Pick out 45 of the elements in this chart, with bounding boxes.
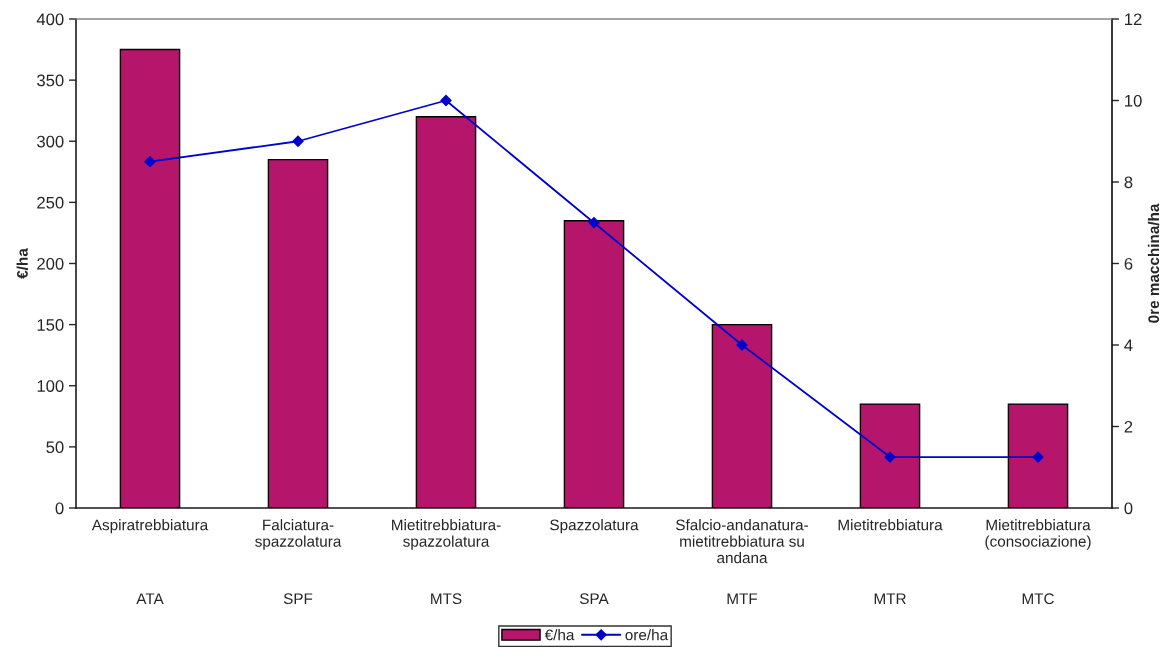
y-tick-label: 0 <box>55 502 64 515</box>
y-tick-label: 400 <box>36 13 64 26</box>
bar <box>563 220 625 508</box>
legend-label: €/ha <box>544 629 575 641</box>
y-axis-title: €/ha <box>16 248 28 279</box>
x-tick-label: Aspiratrebbiatura <box>91 519 209 534</box>
y-tick-label: 50 <box>46 441 64 454</box>
y2-tick-label: 8 <box>1124 176 1133 189</box>
x-tick-label: Mietitrebbiatura <box>838 519 943 531</box>
text: SPF <box>283 593 313 605</box>
point <box>292 135 304 147</box>
text: ATA <box>136 593 164 604</box>
x-tick-label: Mietitrebbiatura (consociazione) <box>985 519 1091 550</box>
bar <box>267 158 329 508</box>
point <box>440 94 452 107</box>
x-tick-label: Mietitrebbiatura- spazzolatura <box>392 519 501 550</box>
x-tick-label: Sfalcio-andanatura- mietitrebbiatura su andana <box>676 519 808 564</box>
y-tick-label: 200 <box>37 257 64 270</box>
y-tick-label: 250 <box>37 196 64 209</box>
bar <box>859 403 921 508</box>
text: MTR <box>874 593 906 604</box>
text: SPA <box>579 593 609 605</box>
text: MTS <box>431 593 462 605</box>
y-tick-label: 350 <box>37 74 64 87</box>
point <box>588 217 600 229</box>
y-tick-label: 100 <box>37 380 64 392</box>
y2-tick-label: 10 <box>1125 94 1142 107</box>
y2-tick-label: 12 <box>1125 13 1142 26</box>
y-tick-label: 150 <box>37 319 64 331</box>
bar <box>415 116 477 508</box>
y2-tick-label: 4 <box>1124 339 1133 352</box>
text: MTF <box>727 593 758 604</box>
legend-label: ore/ha <box>625 629 669 641</box>
y2-tick-label: 2 <box>1124 420 1133 433</box>
y2-tick-label: 6 <box>1124 257 1133 270</box>
bar <box>711 323 773 508</box>
y-tick-label: 300 <box>37 135 64 148</box>
point <box>144 156 156 168</box>
y2-axis-title: 0re macchina/ha <box>1147 203 1160 323</box>
text: MTC <box>1022 593 1054 605</box>
bar <box>119 48 181 508</box>
bar <box>1007 403 1069 508</box>
x-tick-label: Spazzolatura <box>550 519 639 534</box>
y2-tick-label: 0 <box>1124 502 1133 515</box>
x-tick-label: Falciatura- spazzolatura <box>255 519 342 550</box>
